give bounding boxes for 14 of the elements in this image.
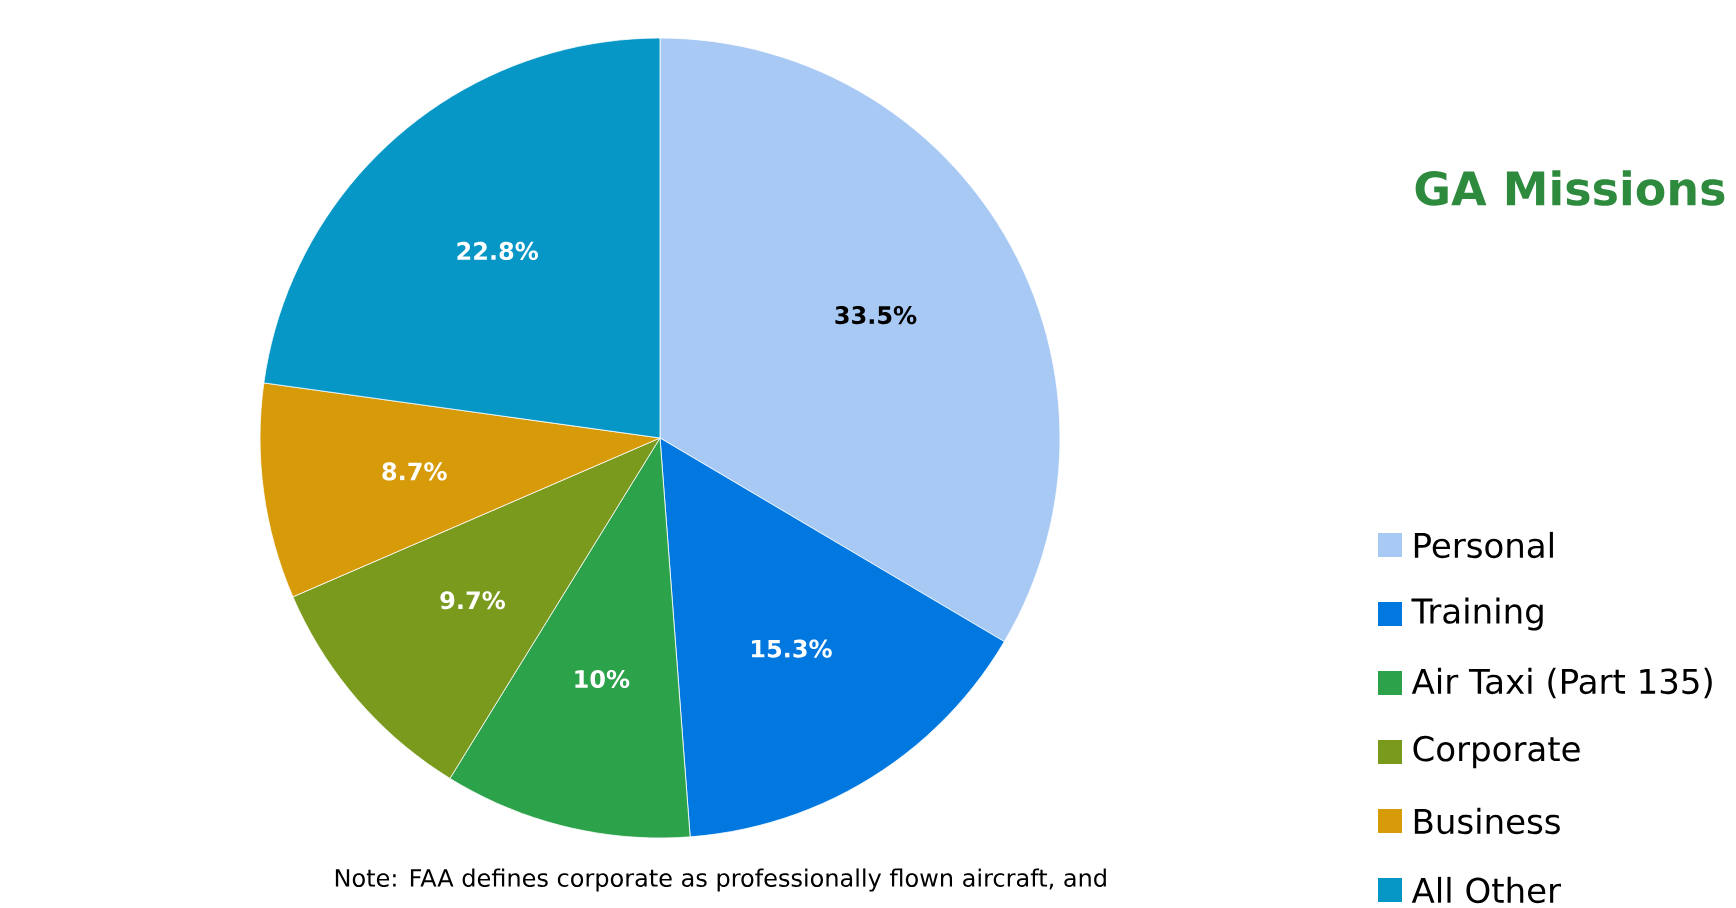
legend-label: Training <box>1411 597 1543 631</box>
data-label: 8.7% <box>382 462 447 481</box>
data-label: 15.3% <box>752 639 832 658</box>
legend-label: All Other <box>1411 876 1562 904</box>
legend-label: Air Taxi (Part 135) <box>1411 667 1712 699</box>
legend-label: Corporate <box>1413 735 1580 769</box>
data-label: 10% <box>575 669 630 689</box>
data-label: 22.8% <box>457 241 539 261</box>
data-label: 33.5% <box>835 306 917 325</box>
legend-label: Personal <box>1414 531 1553 559</box>
data-label: 9.7% <box>440 591 505 610</box>
text: Note: FAA defines corporate as professionally flown aircraft, and <box>335 868 1106 892</box>
legend-label: Business <box>1414 807 1560 835</box>
text: GA Missions <box>1415 170 1725 206</box>
